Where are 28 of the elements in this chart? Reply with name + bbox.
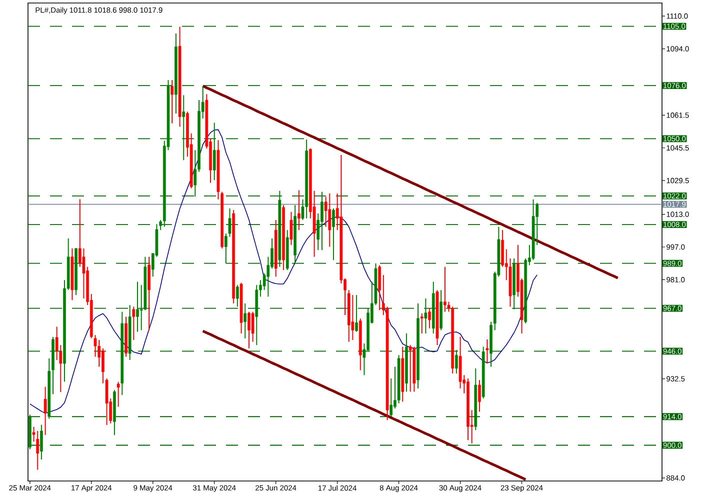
candlestick [478, 380, 481, 412]
candlestick [378, 264, 382, 311]
candlestick [297, 190, 300, 231]
candlestick [424, 298, 428, 334]
candlestick [328, 192, 332, 248]
candlestick [486, 338, 489, 364]
candlestick [290, 211, 293, 246]
candlestick [355, 294, 358, 332]
candlestick [420, 312, 424, 334]
candlestick [455, 350, 458, 374]
candlestick [236, 284, 239, 308]
candlestick [132, 306, 136, 340]
candlestick [136, 281, 139, 332]
candlestick [36, 430, 40, 470]
candlestick [212, 122, 216, 181]
candlestick [248, 311, 250, 349]
candlestick [40, 424, 43, 460]
candlestick [320, 191, 324, 251]
candlestick [182, 94, 186, 161]
candlestick [170, 80, 174, 124]
candlestick [428, 308, 431, 329]
candlestick [390, 378, 393, 418]
candlestick [408, 344, 412, 392]
candlestick [332, 208, 335, 261]
candlestick [44, 386, 47, 436]
candlestick [443, 266, 446, 312]
candlestick [116, 381, 120, 408]
candlestick [244, 302, 247, 339]
